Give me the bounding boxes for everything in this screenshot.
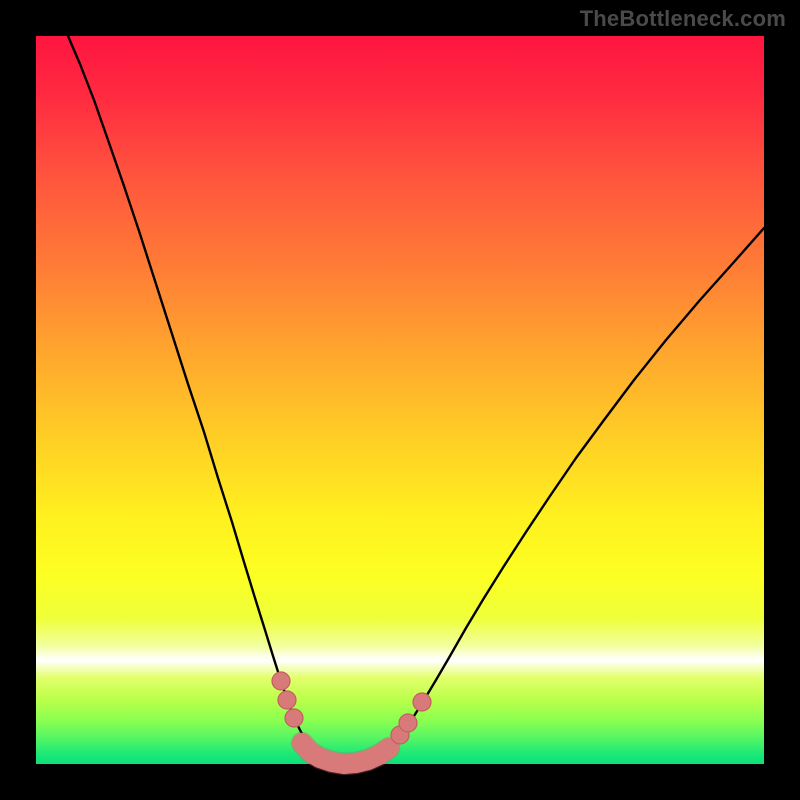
data-markers [272,672,431,764]
chart-svg [0,0,800,800]
bottleneck-curve [68,36,764,763]
chart-root: TheBottleneck.com [0,0,800,800]
watermark-text: TheBottleneck.com [580,6,786,32]
